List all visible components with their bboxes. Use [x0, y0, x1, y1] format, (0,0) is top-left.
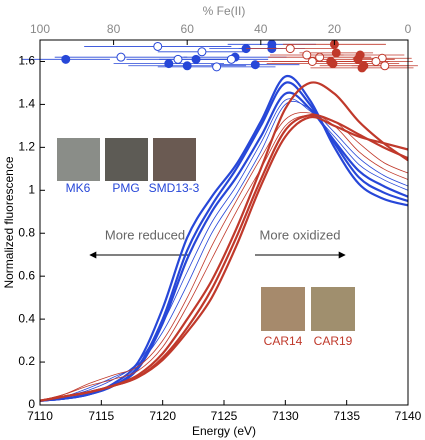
sample-image [153, 138, 196, 181]
top-axis-label: % Fe(II) [203, 4, 246, 18]
data-point [250, 60, 260, 70]
x-tick-label: 7115 [88, 409, 114, 423]
y-tick-label: 0.6 [18, 268, 35, 282]
data-point [353, 54, 363, 64]
spectrum-line [39, 98, 409, 402]
top-tick-label: 40 [254, 22, 268, 36]
x-tick-label: 7125 [211, 409, 238, 423]
x-axis-label: Energy (eV) [192, 424, 256, 438]
top-tick-label: 100 [30, 22, 50, 36]
annotation: More reduced [105, 227, 185, 242]
inset-label: SMD13-3 [149, 181, 200, 195]
sample-image [57, 138, 100, 181]
top-tick-label: 20 [328, 22, 342, 36]
x-tick-label: 7140 [395, 409, 422, 423]
y-tick-label: 0.8 [18, 225, 35, 239]
data-point [61, 54, 71, 64]
data-point [315, 52, 325, 62]
top-tick-label: 60 [181, 22, 195, 36]
y-tick-label: 1.6 [18, 54, 35, 68]
top-tick-label: 80 [107, 22, 121, 36]
data-point [328, 59, 338, 69]
data-point [197, 47, 207, 57]
y-tick-label: 0.4 [18, 311, 35, 325]
data-point [182, 61, 192, 71]
spectrum-line [39, 74, 409, 402]
y-axis-label: Normalized fluorescence [2, 156, 16, 288]
data-point [164, 59, 174, 69]
x-tick-label: 7135 [333, 409, 360, 423]
data-point [226, 54, 236, 64]
inset-label: PMG [112, 181, 139, 195]
data-point [331, 48, 341, 58]
data-point [380, 61, 390, 71]
x-tick-label: 7130 [272, 409, 299, 423]
sample-image [311, 287, 355, 331]
data-point [153, 41, 163, 51]
data-point [285, 44, 295, 54]
sample-image [261, 287, 305, 331]
y-tick-label: 0.2 [18, 354, 35, 368]
top-tick-label: 0 [405, 22, 412, 36]
data-point [212, 62, 222, 72]
x-tick-label: 7110 [27, 409, 53, 423]
spectrum-line [39, 91, 409, 402]
spectrum-line [39, 112, 409, 402]
data-point [302, 50, 312, 60]
y-tick-label: 0 [28, 397, 35, 411]
spectrum-line [39, 115, 409, 402]
y-tick-label: 1.2 [18, 140, 35, 154]
y-tick-label: 1.4 [18, 97, 35, 111]
data-point [116, 52, 126, 62]
data-point [371, 56, 381, 66]
inset-images [57, 138, 355, 331]
y-tick-label: 1 [28, 182, 35, 196]
inset-label: CAR14 [264, 334, 303, 348]
data-point [307, 56, 317, 66]
sample-image [105, 138, 148, 181]
inset-label: MK6 [66, 181, 91, 195]
annotation: More oxidized [260, 227, 341, 242]
data-point [173, 54, 183, 64]
x-tick-label: 7120 [149, 409, 176, 423]
inset-label: CAR19 [314, 334, 353, 348]
